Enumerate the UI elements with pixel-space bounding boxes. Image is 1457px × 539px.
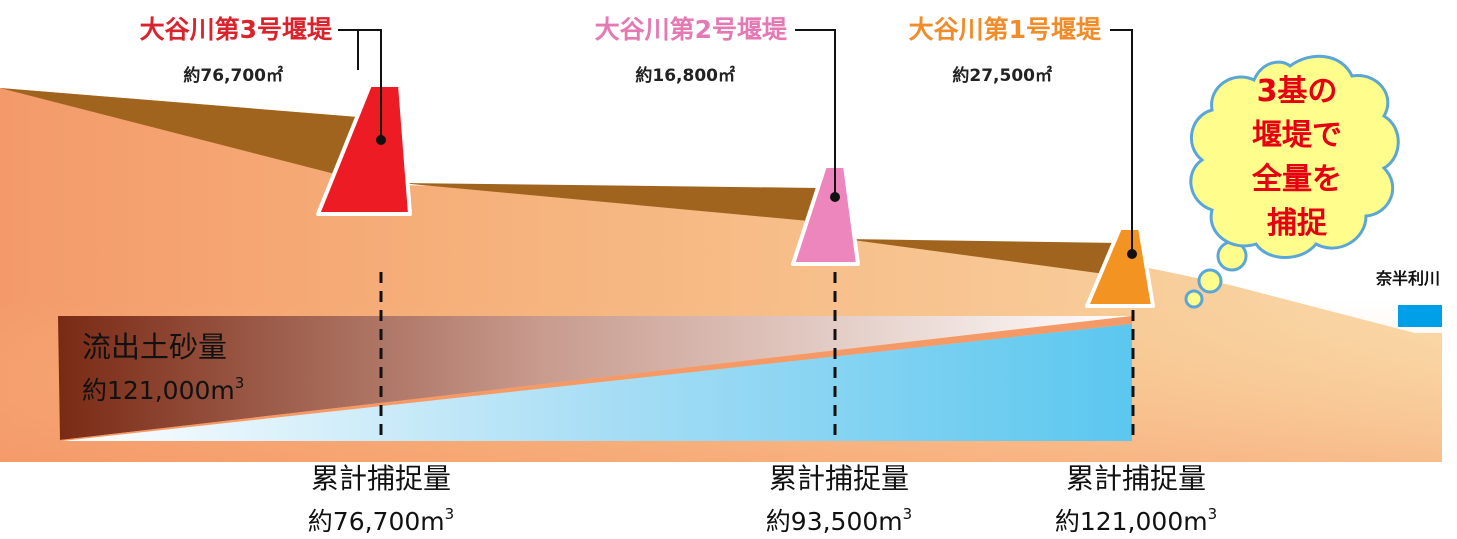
captured-wedge	[62, 324, 1132, 441]
cumulative-value-3: 約76,700m3	[308, 505, 454, 536]
outflow-value-unit: m	[210, 376, 234, 405]
dam3-body	[316, 83, 412, 216]
dam1-leader	[1110, 29, 1133, 254]
bubble-line-1: 3基の	[1257, 74, 1338, 109]
bubble-tail-medium	[1197, 268, 1223, 294]
cumulative-label-1: 累計捕捉量	[1066, 462, 1206, 495]
cumulative-value-3-unit: m	[420, 507, 444, 536]
dam1-title: 大谷川第1号堰堤	[909, 15, 1102, 44]
outflow-value-exp: 3	[235, 374, 245, 392]
dam2-leader	[795, 29, 836, 197]
dam2-body	[791, 164, 860, 266]
dam3-leader-dot	[376, 135, 386, 145]
dam3-volume: 約76,700㎡	[183, 65, 283, 86]
cumulative-value-1-unit: m	[1183, 507, 1207, 536]
river-label: 奈半利川	[1375, 269, 1440, 288]
bubble-line-4: 捕捉	[1267, 206, 1328, 241]
dam3-title: 大谷川第3号堰堤	[140, 15, 333, 44]
dam2-volume: 約16,800㎡	[635, 65, 735, 86]
cumulative-value-3-exp: 3	[445, 505, 455, 523]
cumulative-value-1: 約121,000m3	[1055, 505, 1217, 536]
outflow-wedge	[58, 316, 1132, 440]
cumulative-value-2: 約93,500m3	[766, 505, 912, 536]
bubble-line-3: 全量を	[1251, 162, 1342, 197]
separation-stripe	[60, 316, 1132, 441]
dam3-leader	[340, 29, 382, 140]
cumulative-value-1-exp: 3	[1208, 505, 1218, 523]
dam1-body	[1085, 226, 1155, 308]
cumulative-label-2: 累計捕捉量	[769, 462, 909, 495]
dam2-leader-dot	[830, 192, 840, 202]
dam1-volume: 約27,500㎡	[952, 65, 1052, 86]
sediment-layer-lower	[845, 239, 1120, 276]
sediment-layer-upper	[0, 88, 370, 183]
bubble-cloud	[1189, 54, 1400, 259]
cumulative-label-3: 累計捕捉量	[311, 462, 451, 495]
cumulative-value-2-unit: m	[878, 507, 902, 536]
bubble-line-2: 堰堤で	[1252, 118, 1342, 153]
outflow-value: 約121,000m3	[82, 374, 244, 405]
river-water-block	[1398, 305, 1442, 327]
dam1-leader-dot	[1127, 249, 1137, 259]
cumulative-value-2-exp: 3	[903, 505, 913, 523]
outflow-label: 流出土砂量	[82, 330, 227, 364]
dam2-title: 大谷川第2号堰堤	[595, 15, 788, 44]
sediment-layer-middle	[400, 183, 820, 222]
thought-bubble: 3基の 堰堤で 全量を 捕捉	[1184, 54, 1400, 309]
outflow-value-number: 約121,000	[82, 376, 210, 405]
cumulative-value-3-number: 約76,700	[308, 507, 420, 536]
cumulative-value-2-number: 約93,500	[766, 507, 878, 536]
cumulative-value-1-number: 約121,000	[1055, 507, 1183, 536]
bubble-tail-small	[1184, 289, 1204, 309]
